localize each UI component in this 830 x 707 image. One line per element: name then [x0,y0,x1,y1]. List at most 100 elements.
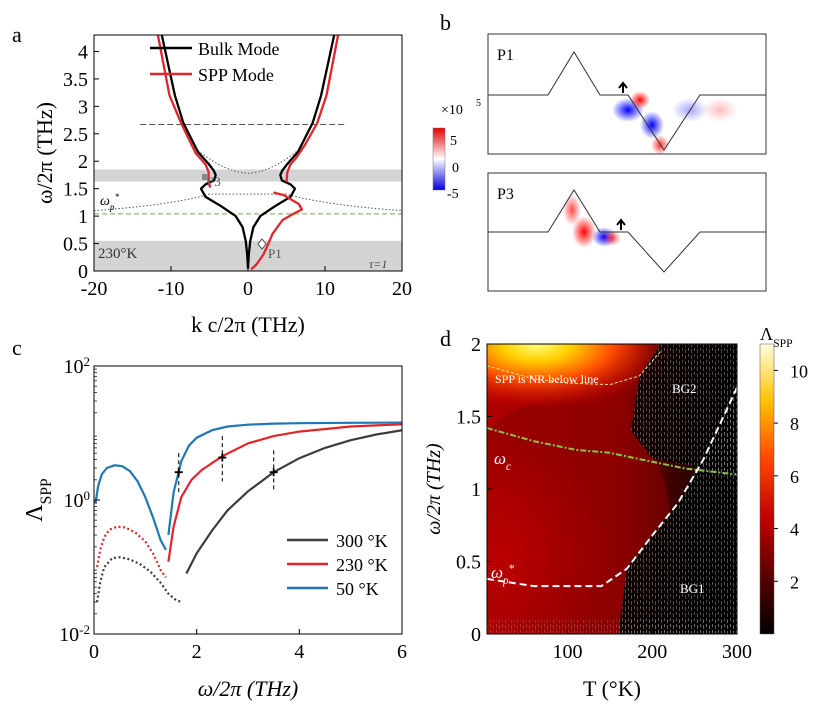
x-tick-label: 0 [89,641,99,663]
legend-a: Bulk Mode SPP Mode [150,39,280,85]
legend-label: 50 °K [336,579,379,599]
legend-label: 230 °K [336,555,388,575]
x-tick-label: 100 [553,641,583,663]
field-blob [640,111,664,139]
dotted-guide [197,149,299,174]
marker-cross [174,468,183,477]
auxiliary-lines [94,123,402,215]
series-high-0 [185,429,402,574]
colorbar-b-label: ×10 [441,103,463,118]
subpanel-label-p3: P3 [497,186,514,203]
colorbar-tick-label: 4 [790,520,799,540]
x-tick-label: 20 [392,278,412,300]
y-tick-label: 2 [78,151,88,173]
error-markers [174,436,278,493]
x-tick-label: 2 [192,641,202,663]
dispersion-curves [156,35,340,271]
x-tick-label: 10 [315,278,335,300]
dotted-guide [94,193,402,212]
field-blob [702,98,738,122]
nr-line [487,350,662,386]
colorbar-d-label: ΛSPP [760,324,793,350]
annotation-omega-c: ωc [494,449,511,473]
field-map-frame-p1 [487,33,767,155]
x-tick-label: 4 [294,641,304,663]
heatmap-d [487,344,737,634]
colorbar-tick-label: 10 [790,361,808,381]
x-tick-label: 0 [243,278,253,300]
colorbar-tick-label: 8 [790,414,799,434]
colorbar-b: ×10 5 5 0 -5 [432,98,481,202]
colorbar-d-gradient [759,343,775,635]
y-tick-label: 0.5 [456,552,481,574]
colorbar-b-exponent: 5 [476,98,481,109]
marker-p3 [202,174,208,180]
panel-b: b P1 P3 ×10 5 [432,10,767,292]
y-tick-label: 10-2 [59,622,90,647]
y-tick-label: 2.5 [63,124,88,146]
colorbar-b-tick: -5 [447,187,459,202]
colorbar-b-tick: 5 [450,134,457,149]
annotation-p1: P1 [268,246,282,261]
series-spp-mode-3 [250,191,304,271]
series-low-2 [94,464,167,551]
panel-letter-b: b [440,10,451,35]
panel-c: c 0 2 4 6 10-2 100 102 ω/2π (THz) ΛSPP 300 °K 2… [12,335,407,701]
surface-profile-p1 [488,51,766,151]
axis-ticks-d: 100 200 300 0 0.5 1 1.5 2 [456,334,752,663]
subpanel-label-p1: P1 [497,47,514,64]
band-gap [94,169,402,182]
surface-profile-p3 [488,189,766,273]
y-tick-label: 1 [471,479,481,501]
annotation-tau: τ=1 [369,257,387,271]
y-axis-label: ω/2π (THz) [32,102,57,204]
colorbar-b-gradient [432,127,446,191]
source-arrow-p3 [616,218,626,230]
series-bulk-mode-0 [160,35,250,269]
lambda-curves [94,421,402,604]
noise-bottom [487,620,737,634]
colorbar-tick-label: 2 [790,572,799,592]
axis-ticks-a: -20 -10 0 10 20 0 0.5 1 1.5 2 2.5 3 3.5 4 [63,41,412,300]
y-tick-label: 0 [471,624,481,646]
x-axis-label: T (°K) [583,676,641,701]
x-axis-label: ω/2π (THz) [198,676,299,701]
y-tick-label: 3 [78,96,88,118]
legend-bulk-mode: Bulk Mode [198,39,280,59]
annotation-nr: SPP is NR below line [495,372,599,386]
legend-label: 300 °K [336,531,388,551]
y-tick-label: 1 [78,206,88,228]
annotation-p3: P3 [207,174,221,189]
y-tick-label: 102 [64,354,91,379]
field-blob [630,91,650,109]
colorbar-tick-label: 6 [790,467,799,487]
y-tick-label: 1.5 [63,179,88,201]
field-blob [603,230,621,246]
series-high-2 [167,421,402,536]
x-tick-label: -20 [81,278,108,300]
noise-bg1 [618,387,737,634]
omega-c-line [487,427,737,476]
series-low-1 [96,525,167,579]
x-axis-label: k c/2π (THz) [191,312,305,337]
legend-c: 300 °K 230 °K 50 °K [287,531,388,599]
annotation-bg1: BG1 [680,581,705,596]
x-tick-label: 6 [397,641,407,663]
annotation-temperature: 230°K [98,246,137,262]
field-map-p1: P1 [487,33,767,155]
y-axis-label: ΛSPP [22,478,55,522]
legend-spp-mode: SPP Mode [198,65,274,85]
y-tick-label: 3.5 [63,69,88,91]
y-tick-label: 4 [78,41,88,63]
series-low-0 [96,556,182,604]
series-bulk-mode-1 [246,35,336,269]
y-tick-label: 100 [64,488,91,513]
x-tick-label: 200 [637,641,667,663]
colorbar-b-tick: 0 [452,161,459,176]
axis-ticks-c: 0 2 4 6 10-2 100 102 [59,354,407,664]
y-axis-label: ω/2π (THz) [423,443,445,535]
annotation-omega-p: ωp* [491,563,515,587]
field-blob [651,135,669,155]
panel-letter-a: a [12,22,22,47]
